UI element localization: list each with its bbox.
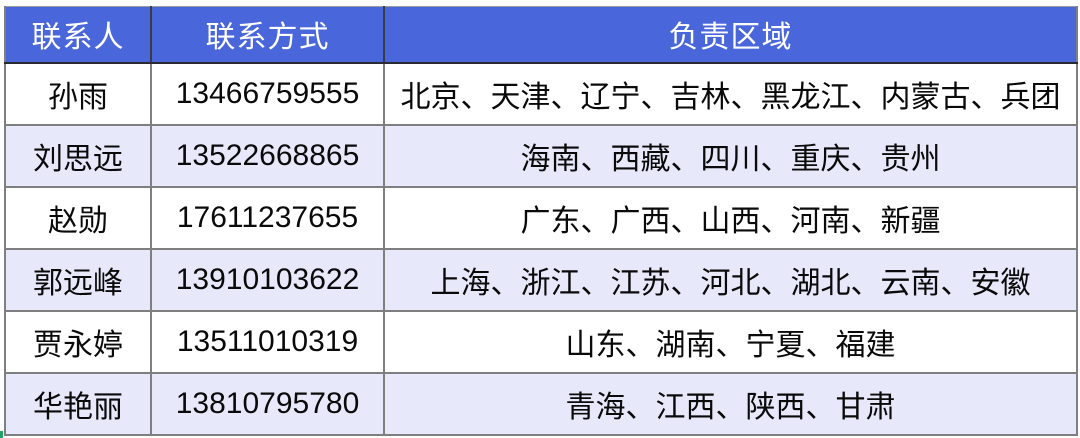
cell-contact-name[interactable]: 贾永婷 [4, 309, 152, 374]
cell-contact-name[interactable]: 刘思远 [4, 123, 152, 188]
cell-contact-name[interactable]: 华艳丽 [4, 371, 152, 436]
table-row: 郭远峰 13910103622 上海、浙江、江苏、河北、湖北、云南、安徽 [4, 247, 1078, 312]
cell-regions[interactable]: 广东、广西、山西、河南、新疆 [383, 185, 1078, 250]
cell-contact-name[interactable]: 孙雨 [4, 62, 152, 126]
cell-contact-phone[interactable]: 13522668865 [150, 123, 385, 188]
cell-contact-phone[interactable]: 13910103622 [150, 247, 385, 312]
table-row: 华艳丽 13810795780 青海、江西、陕西、甘肃 [4, 371, 1078, 436]
cell-contact-phone[interactable]: 13466759555 [150, 62, 385, 126]
cell-regions[interactable]: 青海、江西、陕西、甘肃 [383, 371, 1078, 436]
header-cell-region[interactable]: 负责区域 [383, 6, 1078, 64]
table-row: 赵勋 17611237655 广东、广西、山西、河南、新疆 [4, 185, 1078, 250]
cell-regions[interactable]: 山东、湖南、宁夏、福建 [383, 309, 1078, 374]
cell-contact-phone[interactable]: 13810795780 [150, 371, 385, 436]
cell-regions[interactable]: 海南、西藏、四川、重庆、贵州 [383, 123, 1078, 188]
header-cell-contact-name[interactable]: 联系人 [4, 6, 152, 64]
table-row: 贾永婷 13511010319 山东、湖南、宁夏、福建 [4, 309, 1078, 374]
table-row: 刘思远 13522668865 海南、西藏、四川、重庆、贵州 [4, 123, 1078, 188]
header-cell-contact-phone[interactable]: 联系方式 [150, 6, 385, 64]
cell-regions[interactable]: 上海、浙江、江苏、河北、湖北、云南、安徽 [383, 247, 1078, 312]
cell-contact-name[interactable]: 郭远峰 [4, 247, 152, 312]
table-row: 孙雨 13466759555 北京、天津、辽宁、吉林、黑龙江、内蒙古、兵团 [4, 62, 1078, 126]
cell-contact-phone[interactable]: 13511010319 [150, 309, 385, 374]
cell-regions[interactable]: 北京、天津、辽宁、吉林、黑龙江、内蒙古、兵团 [383, 62, 1078, 126]
green-corner-mark [0, 431, 3, 438]
cell-contact-name[interactable]: 赵勋 [4, 185, 152, 250]
header-row: 联系人 联系方式 负责区域 [4, 6, 1078, 64]
cell-contact-phone[interactable]: 17611237655 [150, 185, 385, 250]
contact-table: 联系人 联系方式 负责区域 孙雨 13466759555 北京、天津、辽宁、吉林… [4, 6, 1078, 436]
